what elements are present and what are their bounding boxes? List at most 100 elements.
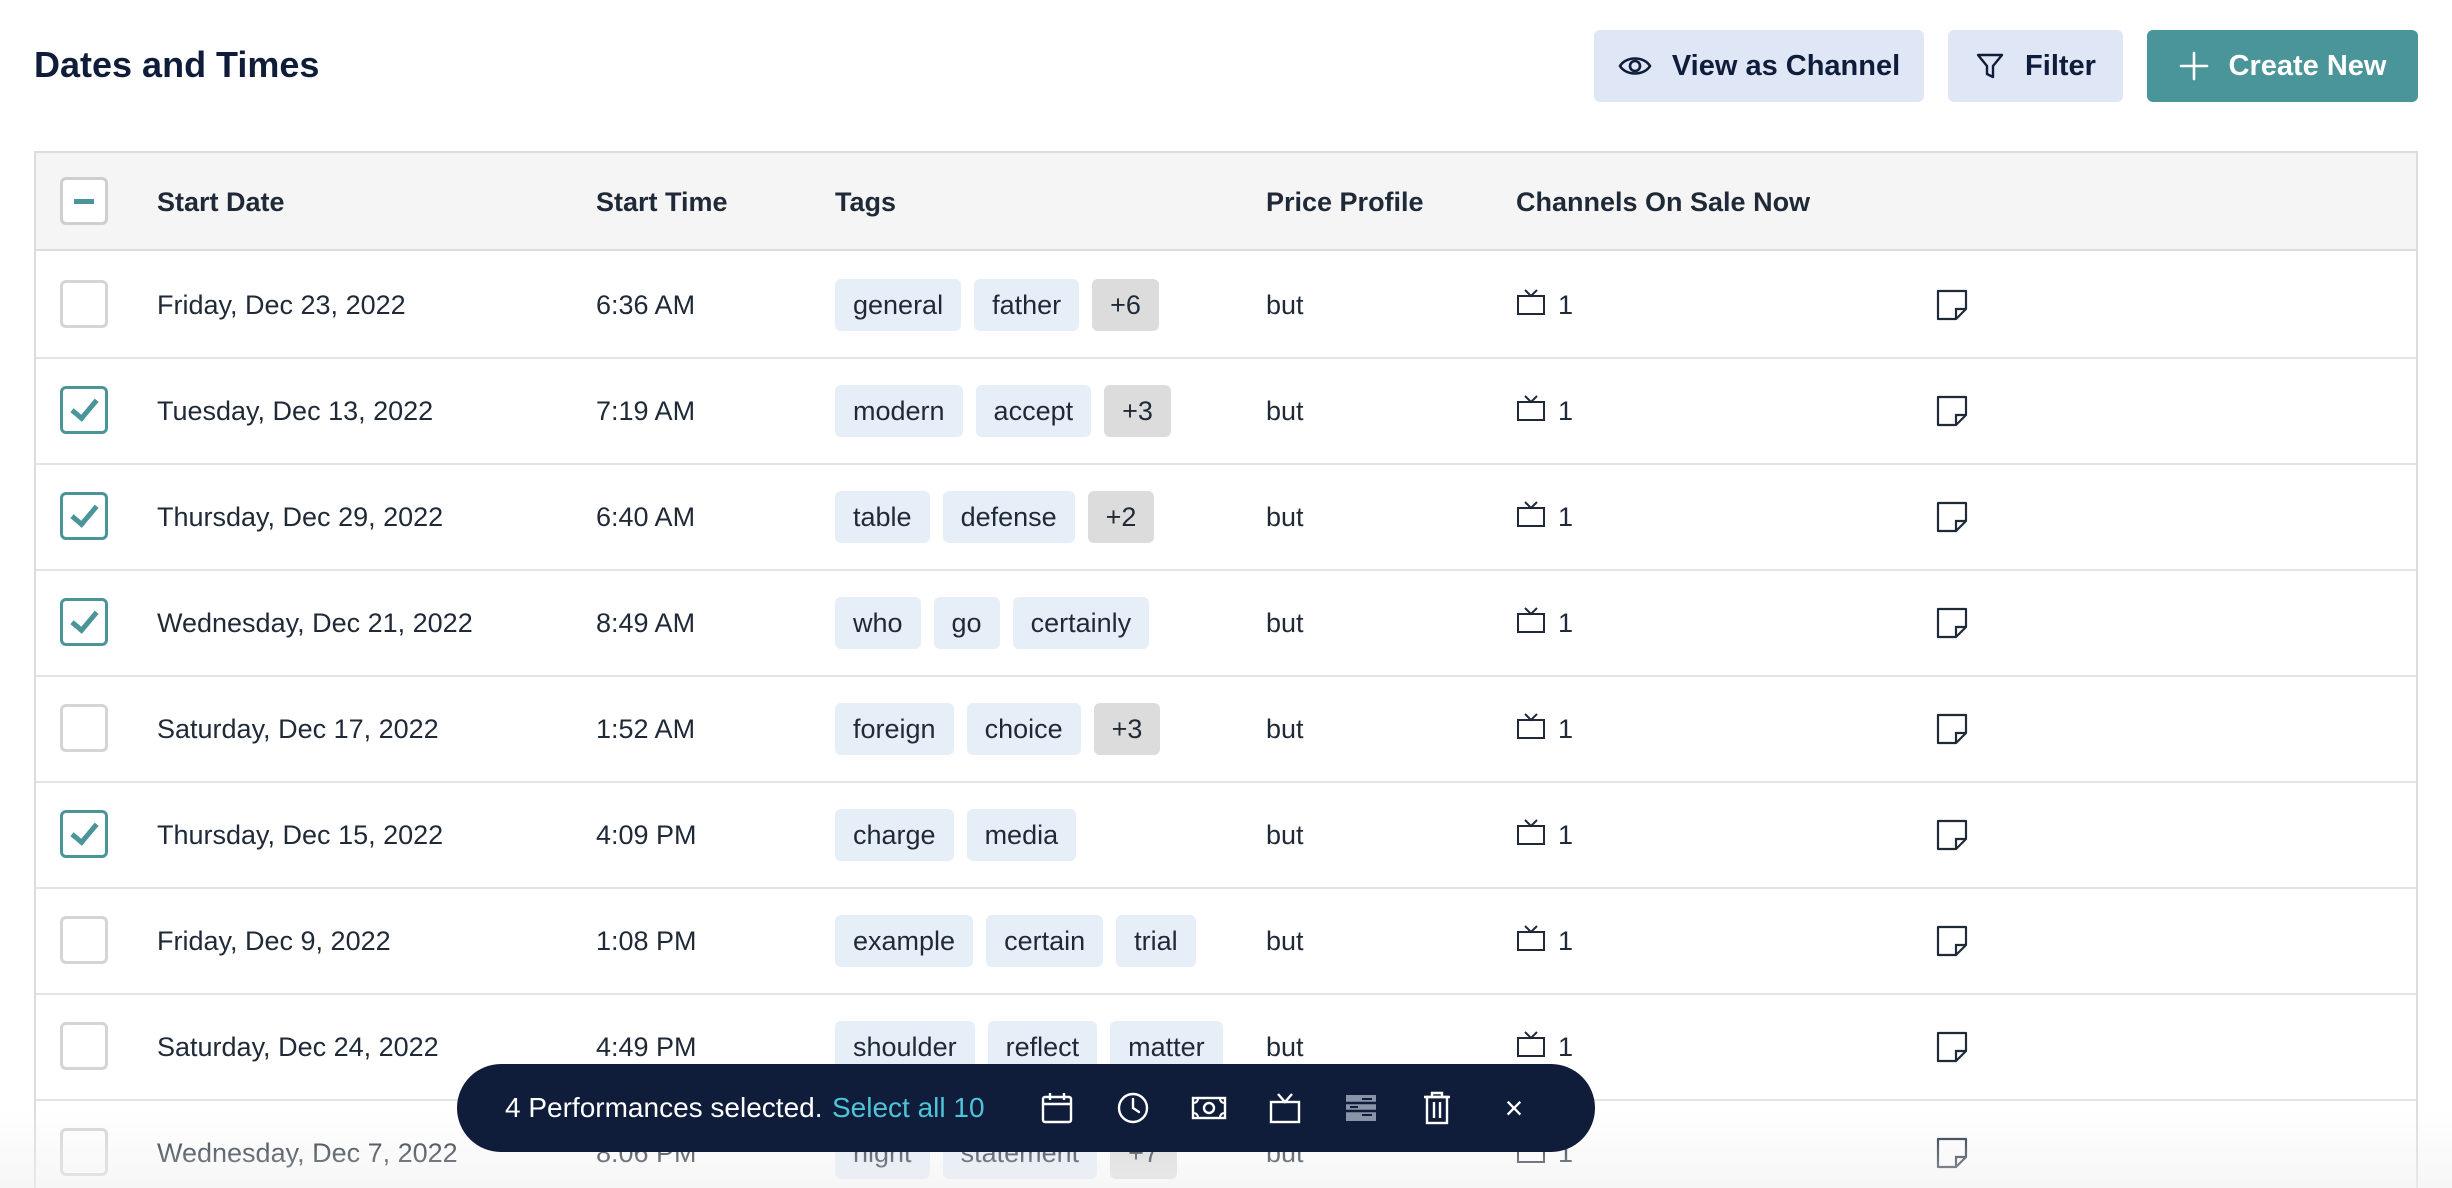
start-time: 6:36 AM bbox=[596, 289, 696, 320]
eye-icon bbox=[1618, 54, 1652, 78]
table-row[interactable]: Tuesday, Dec 13, 2022 7:19 AM modern accept… bbox=[36, 359, 2416, 465]
column-header-start-time[interactable]: Start Time bbox=[596, 187, 728, 217]
create-new-button[interactable]: Create New bbox=[2147, 30, 2418, 102]
tag-chip: modern bbox=[835, 385, 963, 437]
channels-cell: 1 bbox=[1516, 359, 1573, 463]
close-action-bar-button[interactable]: × bbox=[1504, 1089, 1524, 1126]
channel-icon bbox=[1516, 1030, 1546, 1065]
note-icon[interactable] bbox=[1935, 571, 1969, 675]
clock-icon[interactable] bbox=[1113, 1088, 1153, 1128]
row-checkbox[interactable] bbox=[60, 704, 108, 752]
tags-cell: general father +6 bbox=[835, 253, 1159, 357]
channel-icon bbox=[1516, 606, 1546, 641]
start-time: 7:19 AM bbox=[596, 395, 696, 426]
filter-button[interactable]: Filter bbox=[1948, 30, 2123, 102]
view-as-channel-button[interactable]: View as Channel bbox=[1594, 30, 1924, 102]
channels-cell: 1 bbox=[1516, 465, 1573, 569]
note-icon[interactable] bbox=[1935, 1101, 1969, 1188]
channels-count: 1 bbox=[1558, 925, 1574, 956]
channel-icon[interactable] bbox=[1265, 1088, 1305, 1128]
note-icon[interactable] bbox=[1935, 889, 1969, 993]
tag-chip: choice bbox=[966, 703, 1081, 755]
column-header-tags[interactable]: Tags bbox=[835, 187, 897, 217]
table-row[interactable]: Thursday, Dec 29, 2022 6:40 AM table defens… bbox=[36, 465, 2416, 571]
tag-overflow-count[interactable]: +2 bbox=[1087, 491, 1155, 543]
start-time: 1:08 PM bbox=[596, 925, 697, 956]
tags-cell: table defense +2 bbox=[835, 465, 1155, 569]
select-all-checkbox[interactable] bbox=[60, 177, 108, 225]
row-checkbox[interactable] bbox=[60, 1128, 108, 1176]
tags-cell: foreign choice +3 bbox=[835, 677, 1161, 781]
table-header: Start Date Start Time Tags Price Profile… bbox=[36, 153, 2416, 251]
channels-cell: 1 bbox=[1516, 783, 1573, 887]
tag-chip: father bbox=[974, 279, 1080, 331]
price-profile: but bbox=[1266, 925, 1304, 956]
tag-overflow-count[interactable]: +6 bbox=[1092, 279, 1159, 331]
channel-icon bbox=[1516, 288, 1546, 323]
start-time: 1:52 AM bbox=[596, 713, 696, 744]
price-profile: but bbox=[1266, 289, 1304, 320]
channels-count: 1 bbox=[1558, 819, 1574, 850]
start-date: Saturday, Dec 17, 2022 bbox=[157, 713, 439, 744]
table-row[interactable]: Friday, Dec 9, 2022 1:08 PM example certain… bbox=[36, 889, 2416, 995]
calendar-icon[interactable] bbox=[1037, 1088, 1077, 1128]
row-checkbox[interactable] bbox=[60, 1022, 108, 1070]
start-time: 4:49 PM bbox=[596, 1031, 697, 1062]
table-row[interactable]: Thursday, Dec 15, 2022 4:09 PM charge media… bbox=[36, 783, 2416, 889]
tags-cell: example certain trial bbox=[835, 889, 1196, 993]
channel-icon bbox=[1516, 924, 1546, 959]
view-as-channel-label: View as Channel bbox=[1671, 49, 1901, 82]
channels-count: 1 bbox=[1558, 289, 1574, 320]
row-checkbox[interactable] bbox=[60, 810, 108, 858]
note-icon[interactable] bbox=[1935, 677, 1969, 781]
select-all-link[interactable]: Select all 10 bbox=[832, 1092, 985, 1123]
note-icon[interactable] bbox=[1935, 465, 1969, 569]
tag-chip: accept bbox=[975, 385, 1092, 437]
channels-count: 1 bbox=[1558, 607, 1574, 638]
funnel-icon bbox=[1975, 51, 2005, 81]
note-icon[interactable] bbox=[1935, 783, 1969, 887]
tag-overflow-count[interactable]: +3 bbox=[1104, 385, 1171, 437]
tag-chip: go bbox=[933, 597, 1000, 649]
selection-count-text: 4 Performances selected. bbox=[505, 1092, 823, 1123]
page-header: Dates and Times View as Channel Filter C… bbox=[0, 0, 2452, 130]
start-date: Tuesday, Dec 13, 2022 bbox=[157, 395, 434, 426]
row-checkbox[interactable] bbox=[60, 492, 108, 540]
page-title: Dates and Times bbox=[34, 44, 320, 85]
row-checkbox[interactable] bbox=[60, 598, 108, 646]
column-header-price-profile[interactable]: Price Profile bbox=[1266, 187, 1424, 217]
column-header-start-date[interactable]: Start Date bbox=[157, 187, 285, 217]
trash-icon[interactable] bbox=[1417, 1088, 1457, 1128]
tag-chip: general bbox=[835, 279, 962, 331]
channels-cell: 1 bbox=[1516, 253, 1573, 357]
money-icon[interactable] bbox=[1189, 1088, 1229, 1128]
price-profile: but bbox=[1266, 819, 1304, 850]
note-icon[interactable] bbox=[1935, 359, 1969, 463]
start-date: Friday, Dec 23, 2022 bbox=[157, 289, 406, 320]
plus-icon bbox=[2179, 51, 2209, 81]
price-profile-icon[interactable] bbox=[1341, 1088, 1381, 1128]
bulk-action-bar: 4 Performances selected. Select all 10 × bbox=[457, 1064, 1595, 1152]
column-header-channels[interactable]: Channels On Sale Now bbox=[1516, 187, 1811, 217]
start-date: Wednesday, Dec 7, 2022 bbox=[157, 1137, 458, 1168]
note-icon[interactable] bbox=[1935, 995, 1969, 1099]
row-checkbox[interactable] bbox=[60, 916, 108, 964]
start-date: Thursday, Dec 15, 2022 bbox=[157, 819, 444, 850]
price-profile: but bbox=[1266, 713, 1304, 744]
tags-cell: modern accept +3 bbox=[835, 359, 1171, 463]
note-icon[interactable] bbox=[1935, 253, 1969, 357]
table-row[interactable]: Friday, Dec 23, 2022 6:36 AM general father… bbox=[36, 253, 2416, 359]
start-date: Friday, Dec 9, 2022 bbox=[157, 925, 391, 956]
tag-chip: media bbox=[966, 809, 1077, 861]
start-time: 4:09 PM bbox=[596, 819, 697, 850]
tag-chip: trial bbox=[1116, 915, 1196, 967]
performances-table: Start Date Start Time Tags Price Profile… bbox=[34, 151, 2418, 1188]
tag-overflow-count[interactable]: +3 bbox=[1093, 703, 1161, 755]
table-row[interactable]: Saturday, Dec 17, 2022 1:52 AM foreign choi… bbox=[36, 677, 2416, 783]
start-date: Saturday, Dec 24, 2022 bbox=[157, 1031, 439, 1062]
row-checkbox[interactable] bbox=[60, 386, 108, 434]
channels-count: 1 bbox=[1558, 501, 1574, 532]
table-row[interactable]: Wednesday, Dec 21, 2022 8:49 AM who go certa… bbox=[36, 571, 2416, 677]
start-date: Thursday, Dec 29, 2022 bbox=[157, 501, 444, 532]
row-checkbox[interactable] bbox=[60, 280, 108, 328]
